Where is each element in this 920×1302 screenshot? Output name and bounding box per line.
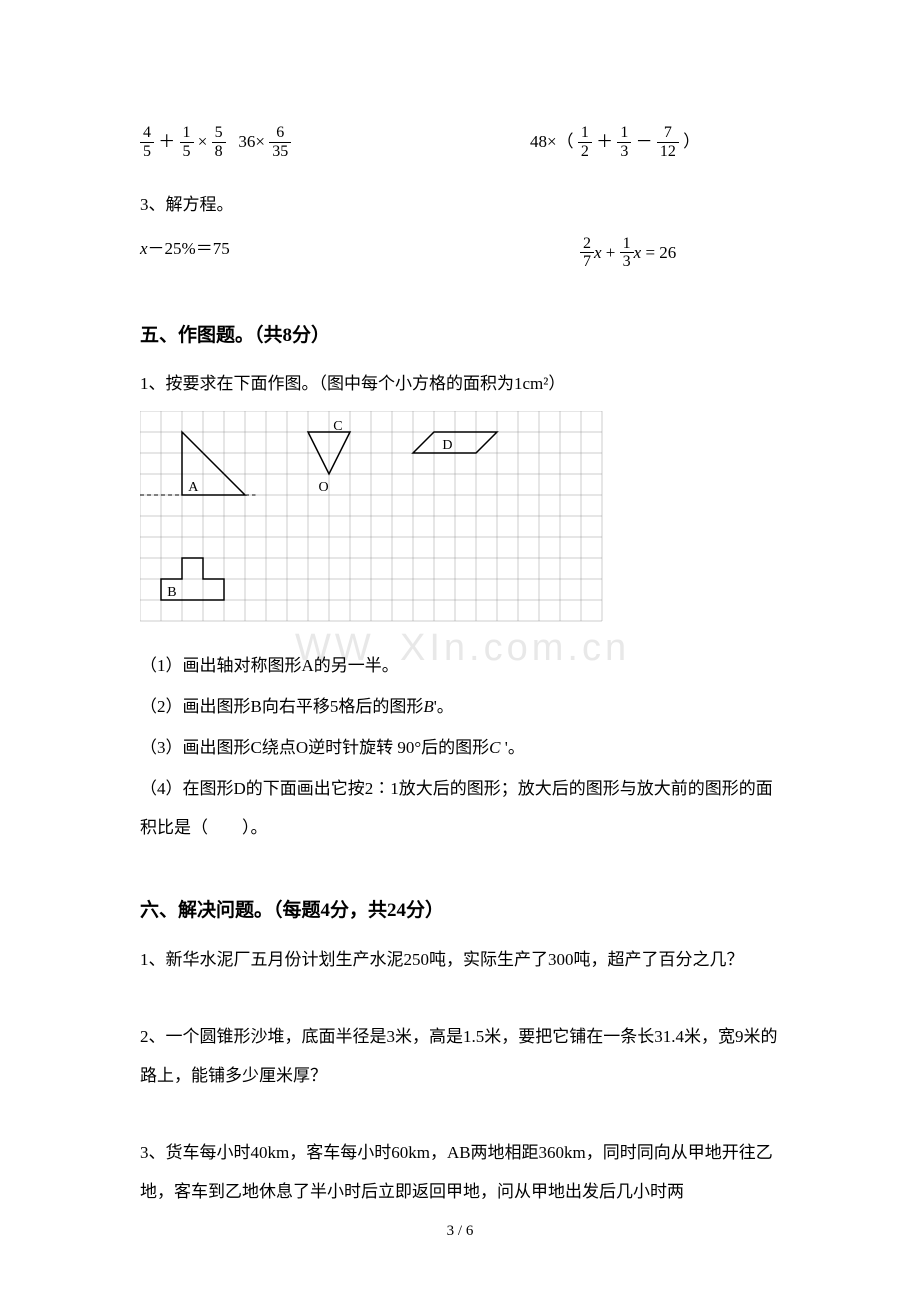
frac-num: 6 bbox=[269, 124, 291, 143]
section6-q2: 2、一个圆锥形沙堆，底面半径是3米，高是1.5米，要把它铺在一条长31.4米，宽… bbox=[140, 1017, 780, 1095]
q3-eq-left: x－25%＝75 bbox=[140, 236, 580, 272]
frac-num: 1 bbox=[578, 124, 592, 143]
equation-row-1: 45 ＋ 15 × 58 36× 635 48×（ 12 ＋ 13 － 712 … bbox=[140, 125, 780, 161]
section5-sub2: （2）画出图形B向右平移5格后的图形B'。 bbox=[140, 687, 780, 726]
frac-den: 5 bbox=[140, 143, 154, 161]
section6-q1: 1、新华水泥厂五月份计划生产水泥250吨，实际生产了300吨，超产了百分之几？ bbox=[140, 940, 780, 979]
q3-label: 3、解方程。 bbox=[140, 186, 780, 223]
section5-q1: 1、按要求在下面作图。（图中每个小方格的面积为1cm²） bbox=[140, 364, 780, 403]
section5-sub3: （3）画出图形C绕点O逆时针旋转 90°后的图形C '。 bbox=[140, 728, 780, 767]
frac-den: 12 bbox=[657, 143, 679, 161]
eq-right-group: 48×（ 12 ＋ 13 － 712 ） bbox=[530, 125, 780, 161]
frac-num: 1 bbox=[617, 124, 631, 143]
grid-figure: A B C D O bbox=[140, 411, 780, 634]
section5-heading: 五、作图题。（共8分） bbox=[140, 322, 780, 351]
section6-q3: 3、货车每小时40km，客车每小时60km，AB两地相距360km，同时同向从甲… bbox=[140, 1133, 780, 1211]
q3-equations: x－25%＝75 27x + 13x = 26 bbox=[140, 236, 780, 272]
op: + bbox=[606, 243, 616, 262]
text: '。 bbox=[434, 697, 454, 716]
num: 48 bbox=[530, 132, 547, 151]
op: × bbox=[255, 132, 265, 151]
frac-den: 3 bbox=[617, 143, 631, 161]
frac-den: 7 bbox=[580, 253, 594, 271]
eq-text: = 26 bbox=[641, 243, 676, 262]
num: 36 bbox=[238, 132, 255, 151]
eq-left-group: 45 ＋ 15 × 58 36× 635 bbox=[140, 125, 530, 161]
text: '。 bbox=[501, 738, 525, 757]
op: × bbox=[198, 132, 208, 151]
var: C bbox=[489, 738, 500, 757]
frac-den: 35 bbox=[269, 143, 291, 161]
var: x bbox=[140, 239, 148, 258]
var: B bbox=[423, 697, 433, 716]
frac-den: 3 bbox=[620, 253, 634, 271]
section5-sub4: （4）在图形D的下面画出它按2∶1放大后的图形；放大后的图形与放大前的图形的面积… bbox=[140, 769, 780, 847]
text: （2）画出图形B向右平移5格后的图形 bbox=[140, 697, 423, 716]
svg-text:B: B bbox=[167, 585, 176, 600]
frac-num: 4 bbox=[140, 124, 154, 143]
op: ＋ bbox=[158, 132, 175, 151]
q3-eq-right: 27x + 13x = 26 bbox=[580, 236, 780, 272]
section6-heading: 六、解决问题。（每题4分，共24分） bbox=[140, 897, 780, 926]
frac-num: 5 bbox=[212, 124, 226, 143]
frac-den: 8 bbox=[212, 143, 226, 161]
frac-den: 5 bbox=[180, 143, 194, 161]
op: ＋ bbox=[596, 132, 613, 151]
svg-text:C: C bbox=[333, 419, 342, 434]
grid-svg: A B C D O bbox=[140, 411, 605, 626]
frac-num: 7 bbox=[657, 124, 679, 143]
page-number: 3 / 6 bbox=[0, 1220, 920, 1243]
frac-den: 2 bbox=[578, 143, 592, 161]
svg-text:A: A bbox=[188, 480, 199, 495]
op: ×（ bbox=[547, 132, 574, 151]
eq-text: －25%＝75 bbox=[148, 239, 230, 258]
frac-num: 1 bbox=[620, 235, 634, 254]
var: x bbox=[594, 243, 602, 262]
frac-num: 2 bbox=[580, 235, 594, 254]
text: （3）画出图形C绕点O逆时针旋转 90°后的图形 bbox=[140, 738, 489, 757]
svg-text:D: D bbox=[442, 438, 452, 453]
svg-text:O: O bbox=[319, 480, 329, 495]
section5-sub1: （1）画出轴对称图形A的另一半。 bbox=[140, 646, 780, 685]
op: － bbox=[636, 132, 653, 151]
close: ） bbox=[683, 132, 700, 151]
frac-num: 1 bbox=[180, 124, 194, 143]
